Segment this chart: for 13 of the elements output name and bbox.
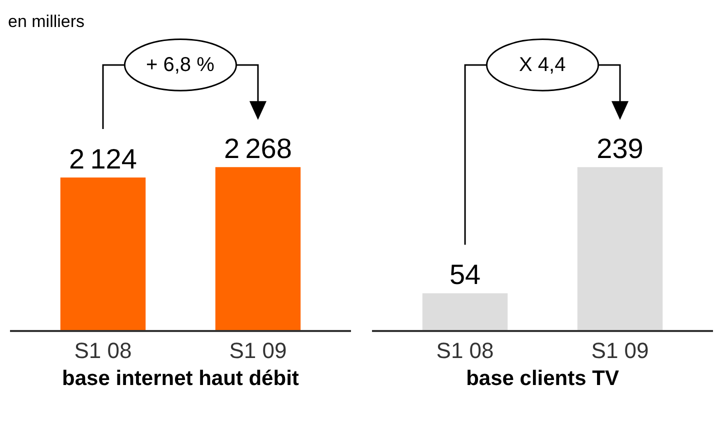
text: X 4,4 — [519, 54, 566, 76]
x-tick-label: S1 08 — [436, 338, 494, 364]
x-tick-label: S1 09 — [229, 338, 287, 364]
text: + 6,8 % — [146, 54, 215, 76]
chart-subtitle: en milliers — [8, 12, 85, 31]
x-axis-title: base clients TV — [466, 366, 619, 390]
data-label: 2 268 — [224, 133, 292, 164]
x-tick-label: S1 09 — [591, 338, 649, 364]
x-tick-label: S1 08 — [74, 338, 132, 364]
data-label: 2 124 — [69, 143, 137, 174]
x-axis-title: base internet haut débit — [62, 366, 299, 390]
data-label: 239 — [596, 133, 644, 164]
data-label: 54 — [449, 259, 481, 290]
